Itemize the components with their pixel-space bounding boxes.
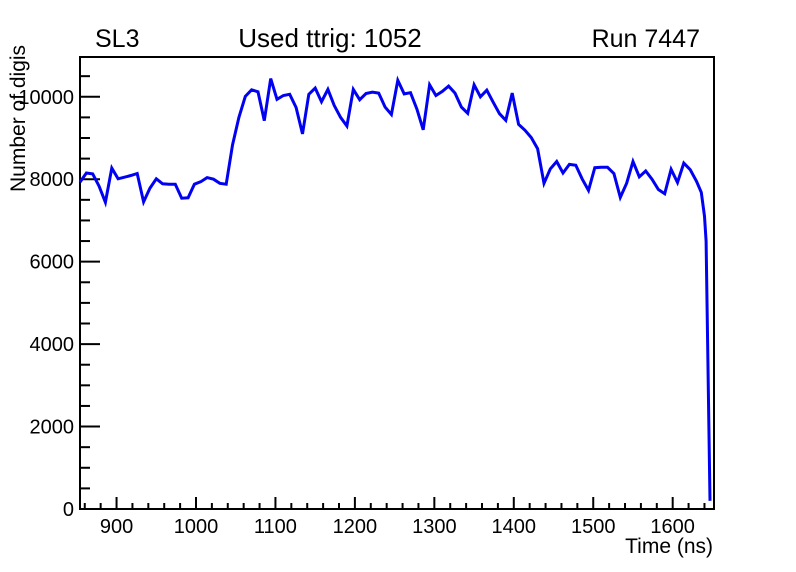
- chart-title: Used ttrig: 1052: [238, 23, 422, 53]
- x-tick-label: 1100: [254, 516, 297, 538]
- x-axis-title: Time (ns): [625, 535, 713, 558]
- pad-left-label: SL3: [95, 25, 139, 53]
- x-tick-label: 1300: [412, 516, 457, 538]
- y-tick-label: 8000: [30, 169, 75, 191]
- y-tick-label: 0: [63, 499, 74, 521]
- y-tick-label: 2000: [30, 417, 75, 439]
- x-tick-label: 1600: [650, 516, 695, 538]
- x-tick-label: 1000: [174, 516, 219, 538]
- x-tick-label: 1200: [333, 516, 378, 538]
- x-tick-label: 1500: [571, 516, 616, 538]
- y-tick-label: 6000: [30, 252, 75, 274]
- plot-frame: [79, 56, 715, 510]
- y-axis-title: Number of digis: [7, 45, 30, 192]
- y-tick-label: 10000: [18, 87, 74, 109]
- x-tick-label: 1400: [492, 516, 537, 538]
- data-series-line: [78, 75, 712, 501]
- pad-right-label: Run 7447: [592, 25, 700, 53]
- y-tick-label: 4000: [30, 334, 75, 356]
- x-tick-label: 900: [100, 516, 133, 538]
